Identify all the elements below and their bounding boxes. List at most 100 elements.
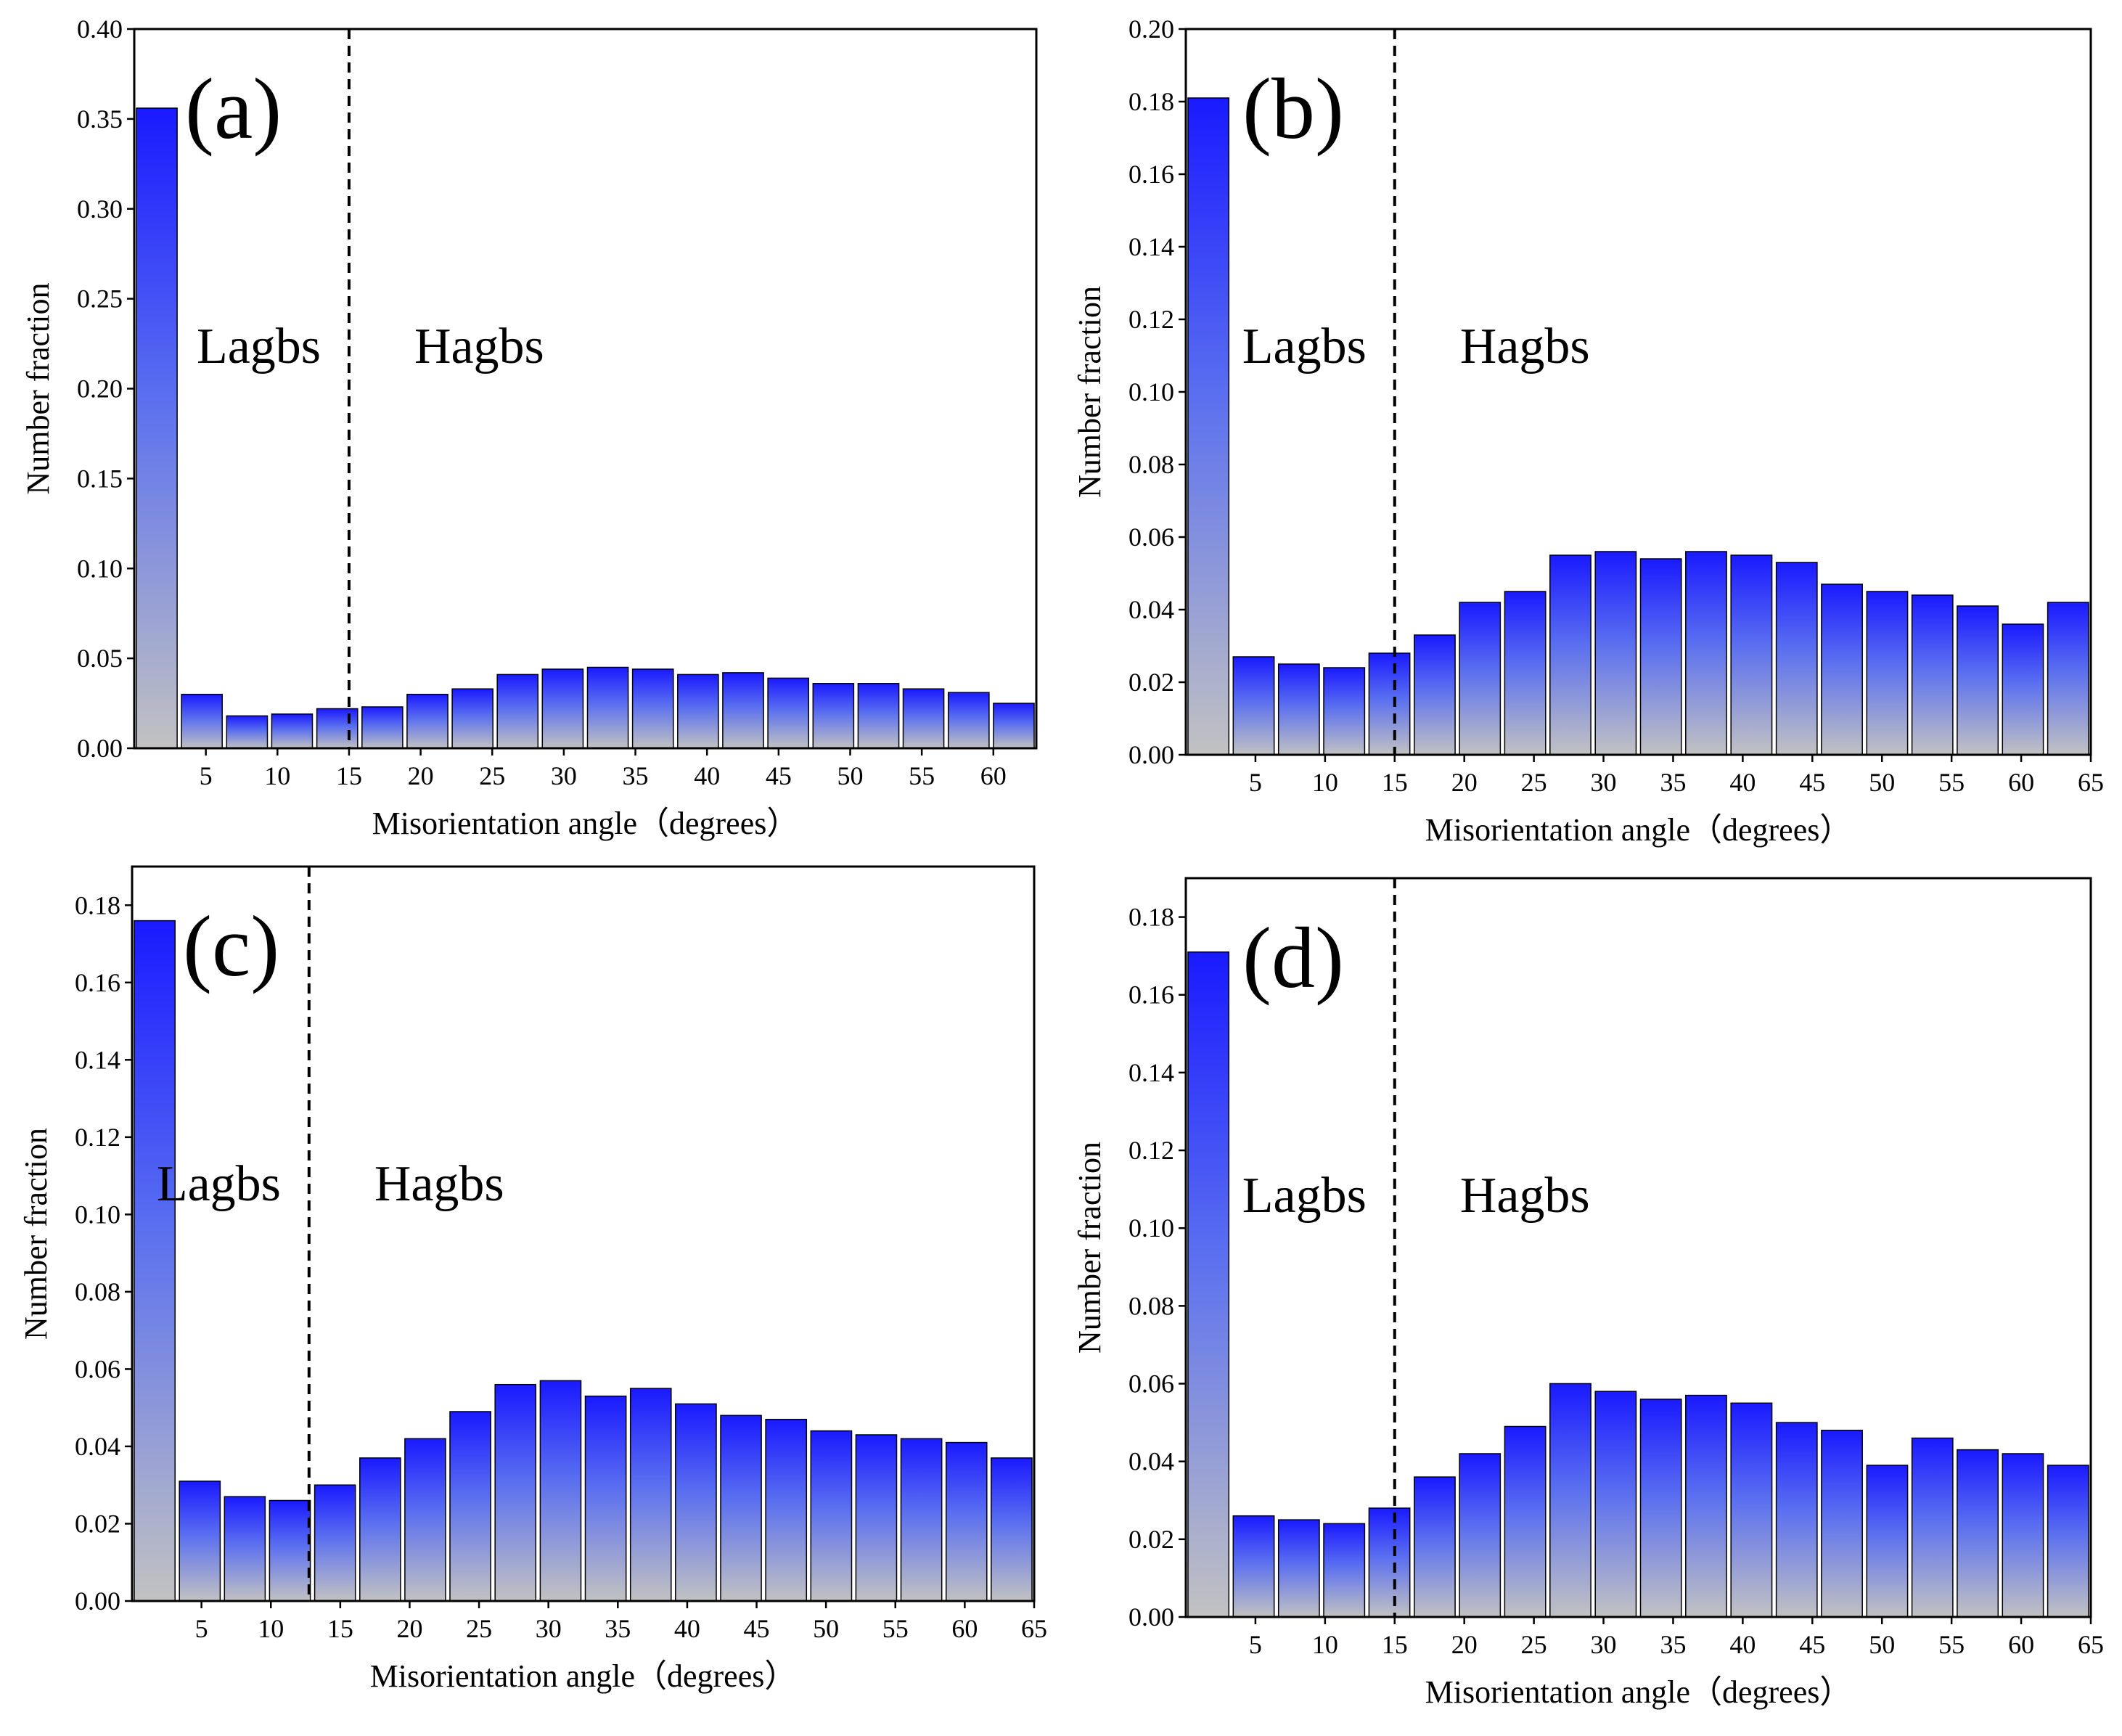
x-tick-label: 45 [766,761,792,790]
bar [855,1434,898,1602]
x-tick-label: 10 [258,1614,284,1643]
bar [945,1441,988,1602]
y-axis-title: Number fraction [20,283,56,495]
hagbs-label: Hagbs [374,1156,504,1212]
x-tick-label: 50 [1869,1630,1895,1659]
x-tick-label: 10 [264,761,290,790]
y-tick-label: 0.00 [77,734,123,763]
bar [900,1438,943,1602]
bar [677,673,719,749]
y-tick-label: 0.40 [77,15,123,44]
bar [181,693,223,749]
y-tick-label: 0.25 [77,284,123,314]
y-tick-label: 0.08 [1128,450,1174,479]
bar [1957,1449,1999,1618]
bars [1187,951,2089,1618]
bar [1414,634,1456,756]
hagbs-label: Hagbs [414,319,544,374]
y-tick-label: 0.12 [1128,305,1174,334]
bar [269,1499,311,1602]
x-tick-label: 5 [1249,1630,1262,1659]
panel-d: 0.00 0.02 0.04 0.06 0.08 0.10 0.12 0.14 0.16 0.18… [1072,877,2104,1710]
bar [586,666,629,749]
bar [1685,1394,1727,1618]
x-tick-label: 20 [1451,768,1478,797]
bar [224,1496,266,1602]
bar [991,1457,1033,1602]
bar [134,920,176,1602]
bar [1187,951,1230,1618]
bar [449,1411,491,1602]
y-axis-title: Number fraction [18,1128,54,1340]
y-tick-label: 0.02 [1128,1525,1174,1554]
x-tick-label: 65 [1021,1614,1047,1643]
x-tick-label: 15 [1382,768,1408,797]
x-tick-label: 50 [837,761,864,790]
y-axis: 0.00 0.02 0.04 0.06 0.08 0.10 0.12 0.14 0.16 0.18… [1128,15,1186,769]
x-tick-label: 60 [2008,768,2034,797]
bar [1459,1453,1502,1618]
bar [1957,605,1999,756]
x-tick-label: 15 [327,1614,353,1643]
bar [2047,1465,2089,1618]
y-axis-title: Number fraction [1072,286,1107,498]
bar [1775,562,1818,756]
bar [1277,663,1320,756]
bar [271,713,314,749]
hagbs-label: Hagbs [1460,319,1590,374]
y-tick-label: 0.04 [75,1432,120,1461]
panel-label: (d) [1242,909,1344,1006]
x-tick-label: 60 [2008,1630,2034,1659]
x-tick-label: 35 [605,1614,631,1643]
panel-label: (b) [1242,60,1344,157]
bar [1730,554,1773,756]
y-tick-label: 0.00 [75,1586,120,1616]
bar [1504,591,1547,756]
x-tick-label: 55 [1938,1630,1965,1659]
x-axis: 5 10 15 20 25 30 35 40 45 50 55 60 65 [195,1601,1047,1643]
bar [1639,558,1682,756]
x-tick-label: 50 [813,1614,839,1643]
bar [1187,97,1230,756]
bar [316,708,359,749]
x-tick-label: 45 [744,1614,770,1643]
x-tick-label: 20 [408,761,434,790]
x-axis: 5 10 15 20 25 30 35 40 45 50 55 60 [200,748,1007,790]
y-tick-label: 0.04 [1128,1447,1174,1476]
panel-c: 0.00 0.02 0.04 0.06 0.08 0.10 0.12 0.14 0.16 0.18… [18,865,1047,1694]
bar [631,668,674,749]
x-axis: 5 10 15 20 25 30 35 40 45 50 55 60 65 [1249,1617,2104,1659]
y-tick-label: 0.00 [1128,740,1174,769]
bar [1866,1465,1909,1618]
x-tick-label: 20 [396,1614,422,1643]
bar [902,688,945,749]
y-tick-label: 0.18 [1128,903,1174,932]
bars [1187,97,2089,756]
bar [1414,1476,1456,1618]
bar [179,1481,221,1602]
bar [1775,1422,1818,1618]
bar [722,672,764,749]
bar [1323,667,1366,756]
y-tick-label: 0.08 [75,1277,120,1306]
y-tick-label: 0.10 [77,554,123,583]
x-axis-title: Misorientation angle（degrees） [370,1658,797,1694]
bar [314,1484,356,1602]
bar [1459,602,1502,756]
x-axis-title: Misorientation angle（degrees） [1425,1674,1852,1710]
bar [1232,1515,1275,1618]
x-tick-label: 55 [909,761,935,790]
bar [765,1418,808,1602]
x-tick-label: 40 [694,761,720,790]
y-tick-label: 0.12 [1128,1136,1174,1165]
y-tick-label: 0.06 [1128,523,1174,552]
y-tick-label: 0.00 [1128,1602,1174,1631]
panel-label: (c) [183,898,279,994]
bar [629,1388,672,1602]
x-tick-label: 30 [1591,768,1617,797]
x-tick-label: 40 [1729,1630,1756,1659]
x-tick-label: 55 [1938,768,1965,797]
bar [496,673,539,749]
bar [1549,1383,1592,1618]
